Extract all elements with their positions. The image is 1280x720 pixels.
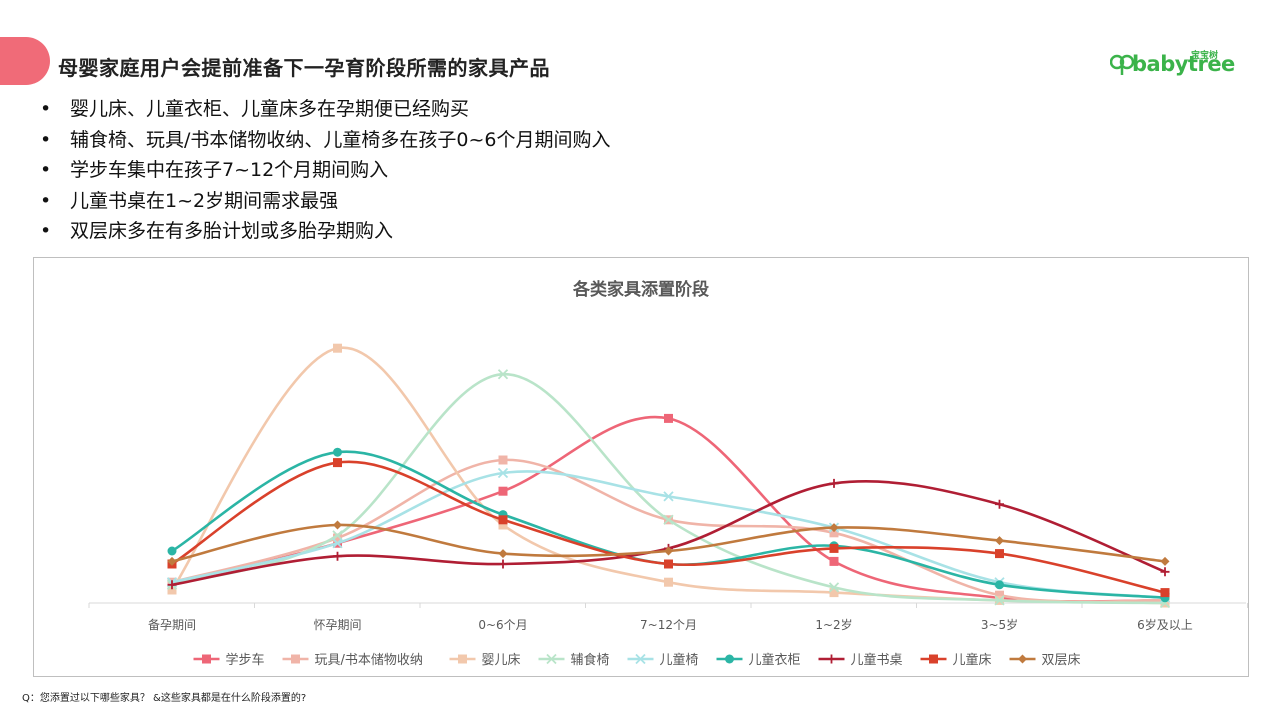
series-8-point [333, 458, 342, 468]
series-1-point [664, 413, 673, 423]
legend-label: 学步车 [226, 652, 265, 668]
legend-swatch-marker [546, 653, 557, 665]
bullet-dot: • [40, 220, 52, 242]
series-7-point [167, 580, 177, 590]
summary-bullet-list: • 婴儿床、儿童衣柜、儿童床多在孕期便已经购买 • 辅食椅、玩具/书本储物收纳、儿童… [40, 94, 611, 247]
bullet-item: • 儿童书桌在1~2岁期间需求最强 [40, 186, 611, 217]
series-3-point [167, 585, 177, 595]
bullet-dot: • [40, 128, 52, 151]
series-7-point [995, 499, 1004, 509]
x-tick-label: 6岁及以上 [1137, 617, 1193, 632]
series-5-point [332, 538, 343, 549]
legend-swatch-marker [635, 653, 646, 665]
series-9-point [1160, 556, 1170, 566]
series-4-point [497, 369, 509, 380]
chart-container: 各类家具添置阶段 备孕期间 怀孕期间 0~6个月 7~12个月 1~2岁 3~5岁 6岁及以… [33, 257, 1249, 677]
series-4-point [663, 514, 674, 525]
x-tick-label: 1~2岁 [815, 617, 852, 632]
survey-question-footnote: Q：您添置过以下哪些家具？ &这些家具都是在什么阶段添置的? [22, 693, 307, 704]
bullet-text: 婴儿床、儿童衣柜、儿童床多在孕期便已经购买 [70, 98, 470, 120]
bullet-item: • 辅食椅、玩具/书本储物收纳、儿童椅多在孩子0~6个月期间购入 [40, 125, 611, 156]
legend-label: 儿童椅 [660, 652, 699, 668]
title-accent-tab [0, 37, 50, 85]
page-title: 母婴家庭用户会提前准备下一孕育阶段所需的家具产品 [58, 56, 550, 80]
series-3-point [664, 577, 673, 587]
series-2-point [829, 528, 839, 538]
bullet-dot: • [40, 98, 52, 120]
series-8-point [1160, 588, 1170, 598]
series-1-point [498, 486, 508, 496]
series-line-6 [170, 450, 1167, 600]
series-2-point [498, 455, 508, 465]
legend-label: 玩具/书本储物收纳 [315, 653, 423, 668]
series-6-point [333, 447, 342, 457]
series-9-point [498, 549, 508, 559]
series-3-point [829, 588, 839, 598]
bullet-text: 儿童书桌在1~2岁期间需求最强 [70, 189, 339, 212]
bullet-text: 学步车集中在孩子7~12个月期间购入 [70, 159, 389, 181]
legend-label: 儿童床 [953, 652, 992, 668]
x-tick-label: 7~12个月 [640, 618, 697, 632]
legend-label: 双层床 [1042, 653, 1081, 668]
series-2-point [995, 590, 1004, 600]
x-tick-label: 0~6个月 [478, 618, 527, 632]
series-4-point [994, 595, 1005, 606]
x-tick-label: 备孕期间 [148, 618, 196, 632]
series-9-point [167, 556, 177, 566]
series-7-point [829, 478, 839, 488]
series-8-point [664, 559, 673, 569]
series-7-point [1160, 567, 1170, 577]
series-3-point [498, 520, 508, 530]
series-2-point [333, 533, 342, 543]
series-4-point [332, 530, 343, 541]
bullet-item: • 双层床多在有多胎计划或多胎孕期购入 [40, 216, 611, 247]
babytree-logo: 宝宝树 babytree [1110, 46, 1235, 80]
series-line-4 [170, 372, 1167, 605]
series-8-point [498, 515, 508, 525]
legend-swatch-marker [1018, 654, 1027, 664]
legend-label: 儿童衣柜 [749, 652, 801, 668]
legend-swatch-marker [202, 654, 211, 664]
series-1-point [829, 556, 839, 566]
bullet-dot: • [40, 159, 52, 181]
logo-wordmark: babytree [1132, 52, 1235, 76]
series-7-point [333, 551, 342, 561]
legend-label: 婴儿床 [482, 653, 521, 668]
logo-subtitle: 宝宝树 [1190, 51, 1218, 61]
legend-swatch-marker [827, 654, 836, 664]
series-9-point [333, 520, 342, 530]
tree-logo-icon [1110, 54, 1135, 75]
legend-label: 辅食椅 [571, 652, 610, 668]
legend-label: 儿童书桌 [851, 652, 903, 668]
series-7-point [498, 559, 508, 569]
legend-swatch-marker [291, 654, 300, 664]
series-5-point [663, 491, 674, 502]
series-3-point [333, 343, 342, 353]
legend-swatch-marker [458, 654, 467, 664]
bullet-text: 辅食椅、玩具/书本储物收纳、儿童椅多在孩子0~6个月期间购入 [70, 128, 611, 151]
bullet-text: 双层床多在有多胎计划或多胎孕期购入 [70, 220, 394, 242]
chart-title: 各类家具添置阶段 [573, 280, 709, 300]
series-6-point [995, 580, 1004, 590]
series-4-point [828, 582, 840, 593]
series-8-point [995, 549, 1004, 559]
series-5-point [497, 467, 509, 479]
x-tick-label: 怀孕期间 [313, 618, 361, 632]
bullet-item: • 婴儿床、儿童衣柜、儿童床多在孕期便已经购买 [40, 94, 611, 125]
legend-swatch-marker [725, 654, 734, 664]
series-9-point [664, 546, 673, 556]
series-9-point [995, 536, 1004, 546]
series-8-point [829, 543, 839, 553]
x-tick-label: 3~5岁 [981, 617, 1018, 632]
legend-swatch-marker [929, 654, 938, 664]
series-9-point [829, 523, 839, 533]
bullet-dot: • [40, 189, 52, 212]
bullet-item: • 学步车集中在孩子7~12个月期间购入 [40, 155, 611, 186]
series-6-point [167, 546, 177, 556]
